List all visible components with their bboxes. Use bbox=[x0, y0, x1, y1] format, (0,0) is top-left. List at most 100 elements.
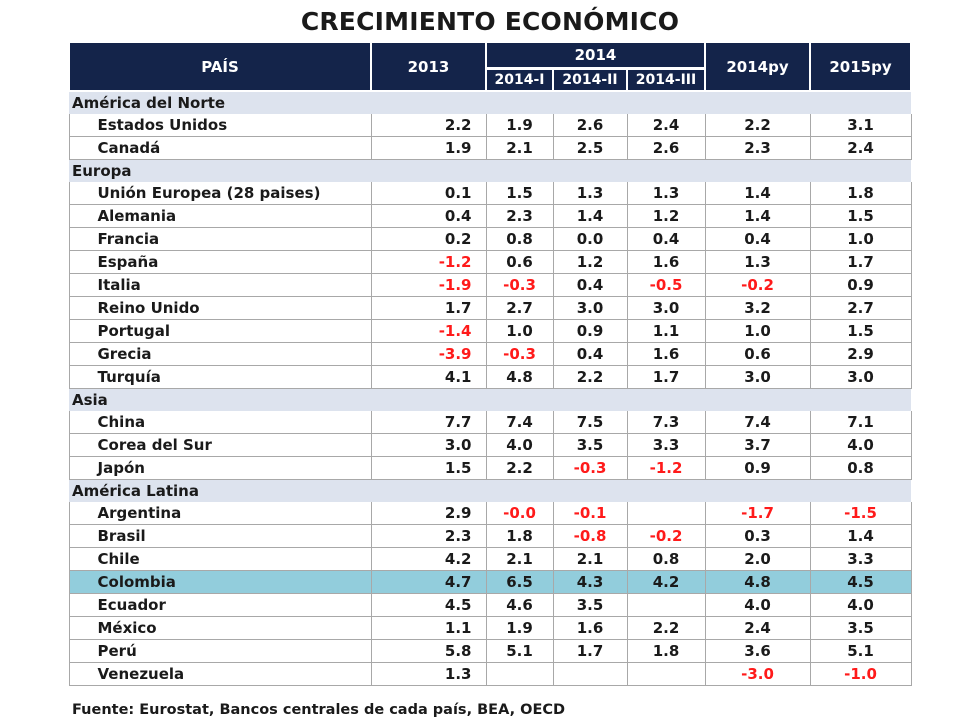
value-2014-i: 0.6 bbox=[486, 250, 554, 274]
value-2015py: 0.9 bbox=[810, 273, 912, 297]
value-2015py: 3.0 bbox=[810, 365, 912, 389]
header-2013: 2013 bbox=[370, 41, 487, 92]
value-2014py: 2.4 bbox=[705, 616, 811, 640]
value-2014-i: 1.5 bbox=[486, 182, 554, 205]
country-name: Italia bbox=[68, 273, 372, 297]
value-2014-i bbox=[486, 662, 554, 686]
value-2014-iii: -0.2 bbox=[627, 524, 706, 548]
country-name: Perú bbox=[68, 639, 372, 663]
section-label: Asia bbox=[69, 388, 912, 411]
value-2013: 2.9 bbox=[371, 502, 487, 525]
value-2015py: 1.8 bbox=[810, 182, 912, 205]
table-body: América del Norte Estados Unidos 2.2 1.9 2.6… bbox=[68, 91, 912, 686]
value-2014py: 0.6 bbox=[705, 342, 811, 366]
section-row: América Latina bbox=[69, 479, 912, 502]
value-2014-ii: 2.5 bbox=[553, 136, 628, 160]
value-2014-ii: 2.1 bbox=[553, 547, 628, 571]
value-2014-ii: 1.2 bbox=[553, 250, 628, 274]
table-row: China 7.7 7.4 7.5 7.3 7.4 7.1 bbox=[68, 411, 912, 434]
section-row: América del Norte bbox=[69, 91, 912, 114]
value-2014-ii: 1.3 bbox=[553, 182, 628, 205]
table-row-highlighted: Colombia 4.7 6.5 4.3 4.2 4.8 4.5 bbox=[68, 570, 912, 594]
value-2015py: 1.5 bbox=[810, 204, 912, 228]
value-2014py: 1.4 bbox=[705, 182, 811, 205]
table-header: PAÍS 2013 2014 2014py 2015py 2014-I 2014… bbox=[68, 41, 913, 92]
value-2015py: 5.1 bbox=[810, 639, 912, 663]
table-row: Alemania 0.4 2.3 1.4 1.2 1.4 1.5 bbox=[68, 204, 912, 228]
value-2014-ii: 2.2 bbox=[553, 365, 628, 389]
header-2014: 2014 bbox=[484, 41, 707, 70]
value-2014-ii bbox=[553, 662, 628, 686]
value-2014-ii: 0.9 bbox=[553, 319, 628, 343]
section-label: América Latina bbox=[69, 479, 912, 502]
country-name: Unión Europea (28 paises) bbox=[68, 182, 372, 205]
value-2014-i: -0.3 bbox=[486, 342, 554, 366]
value-2014py: 2.2 bbox=[705, 114, 811, 137]
country-name: Chile bbox=[68, 547, 372, 571]
country-name: Reino Unido bbox=[68, 296, 372, 320]
value-2014-iii: 2.4 bbox=[627, 114, 706, 137]
table-row: México 1.1 1.9 1.6 2.2 2.4 3.5 bbox=[68, 616, 912, 640]
growth-table: PAÍS 2013 2014 2014py 2015py 2014-I 2014… bbox=[68, 41, 913, 686]
country-name: Portugal bbox=[68, 319, 372, 343]
value-2015py: 2.9 bbox=[810, 342, 912, 366]
section-label: Europa bbox=[69, 159, 912, 182]
value-2014-iii: 7.3 bbox=[627, 411, 706, 434]
value-2013: -1.4 bbox=[371, 319, 487, 343]
header-2014-ii: 2014-II bbox=[552, 67, 628, 92]
section-row: Asia bbox=[69, 388, 912, 411]
value-2015py: 1.0 bbox=[810, 227, 912, 251]
country-name: Japón bbox=[68, 456, 372, 480]
value-2015py: 7.1 bbox=[810, 411, 912, 434]
value-2014-iii: 1.6 bbox=[627, 250, 706, 274]
table-row: Venezuela 1.3 -3.0 -1.0 bbox=[68, 662, 912, 686]
value-2014-i: 2.2 bbox=[486, 456, 554, 480]
header-2015py: 2015py bbox=[809, 41, 913, 92]
country-name: Ecuador bbox=[68, 593, 372, 617]
value-2013: 1.7 bbox=[371, 296, 487, 320]
value-2014-iii: 1.2 bbox=[627, 204, 706, 228]
country-name: Turquía bbox=[68, 365, 372, 389]
value-2014-i: 4.8 bbox=[486, 365, 554, 389]
value-2014-i: 1.9 bbox=[486, 616, 554, 640]
value-2015py: 4.5 bbox=[810, 570, 912, 594]
value-2014py: 1.4 bbox=[705, 204, 811, 228]
value-2014py: -3.0 bbox=[705, 662, 811, 686]
header-2014-iii: 2014-III bbox=[625, 67, 707, 92]
value-2014-i: 5.1 bbox=[486, 639, 554, 663]
value-2014py: 7.4 bbox=[705, 411, 811, 434]
header-country: PAÍS bbox=[68, 41, 372, 92]
value-2015py: 1.4 bbox=[810, 524, 912, 548]
value-2014-iii bbox=[627, 502, 706, 525]
value-2014-ii: 0.4 bbox=[553, 342, 628, 366]
country-name: China bbox=[68, 411, 372, 434]
value-2014-i: 2.1 bbox=[486, 547, 554, 571]
value-2013: 1.9 bbox=[371, 136, 487, 160]
value-2014-ii: 0.0 bbox=[553, 227, 628, 251]
value-2015py: 3.1 bbox=[810, 114, 912, 137]
value-2014-ii: 3.5 bbox=[553, 593, 628, 617]
value-2015py: 0.8 bbox=[810, 456, 912, 480]
table-row: Chile 4.2 2.1 2.1 0.8 2.0 3.3 bbox=[68, 547, 912, 571]
value-2014-ii: 4.3 bbox=[553, 570, 628, 594]
value-2014-iii: 1.3 bbox=[627, 182, 706, 205]
value-2015py: 1.7 bbox=[810, 250, 912, 274]
value-2014-i: 2.1 bbox=[486, 136, 554, 160]
value-2014-iii: -1.2 bbox=[627, 456, 706, 480]
value-2014-iii: 0.8 bbox=[627, 547, 706, 571]
value-2013: 0.1 bbox=[371, 182, 487, 205]
value-2014-ii: 3.0 bbox=[553, 296, 628, 320]
value-2014-ii: -0.8 bbox=[553, 524, 628, 548]
value-2014-iii: 1.8 bbox=[627, 639, 706, 663]
value-2014py: 4.8 bbox=[705, 570, 811, 594]
value-2014py: 0.3 bbox=[705, 524, 811, 548]
country-name: Argentina bbox=[68, 502, 372, 525]
value-2013: -1.2 bbox=[371, 250, 487, 274]
table-row: Argentina 2.9 -0.0 -0.1 -1.7 -1.5 bbox=[68, 502, 912, 525]
table-row: Brasil 2.3 1.8 -0.8 -0.2 0.3 1.4 bbox=[68, 524, 912, 548]
value-2014-i: 0.8 bbox=[486, 227, 554, 251]
table-row: Canadá 1.9 2.1 2.5 2.6 2.3 2.4 bbox=[68, 136, 912, 160]
value-2014py: -0.2 bbox=[705, 273, 811, 297]
value-2014-iii: 1.6 bbox=[627, 342, 706, 366]
value-2014-ii: 0.4 bbox=[553, 273, 628, 297]
